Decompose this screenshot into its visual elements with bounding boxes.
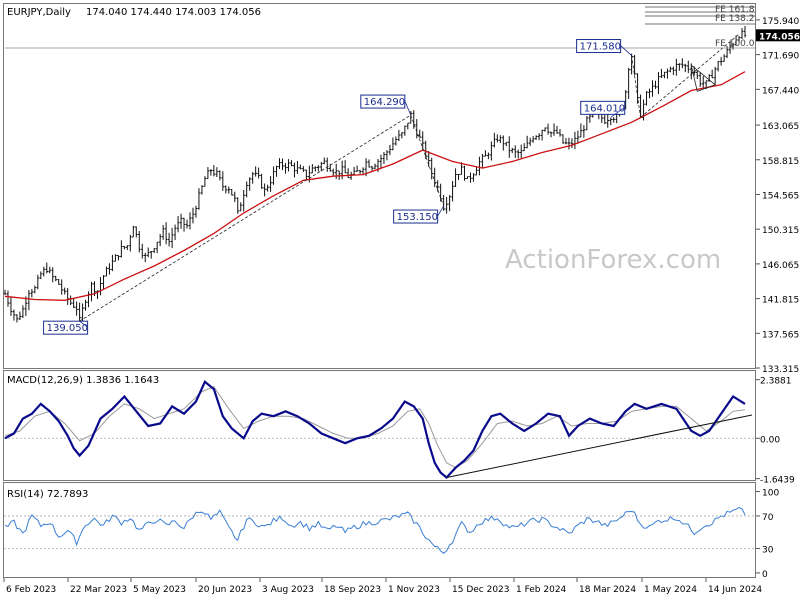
- rsi-axis-label: 0: [762, 570, 768, 580]
- x-axis-label: 15 Dec 2023: [452, 585, 510, 595]
- fib-level-label: FE 161.8: [715, 5, 755, 15]
- pivot-label-box: [393, 209, 439, 224]
- price-axis-label: 171.690: [762, 52, 799, 62]
- pivot-label-leader: [620, 45, 632, 56]
- price-axis-label: 150.315: [762, 226, 799, 236]
- projection-line: [79, 114, 412, 322]
- macd-trend-line: [446, 414, 753, 479]
- watermark: ActionForex.com: [505, 245, 721, 275]
- projection-line: [631, 55, 641, 118]
- price-axis-label: 158.815: [762, 157, 799, 167]
- x-axis-label: 1 May 2024: [644, 585, 697, 595]
- macd-panel: [3, 370, 756, 481]
- pivot-label: 139.050: [47, 323, 88, 334]
- pivot-label-leader: [610, 107, 625, 118]
- macd-line: [4, 380, 746, 480]
- moving-average-line: [4, 71, 746, 301]
- pivot-label: 171.580: [580, 42, 621, 53]
- x-axis-label: 1 Feb 2024: [516, 585, 567, 595]
- price-panel: [3, 3, 756, 369]
- price-axis-label: 167.440: [762, 86, 799, 96]
- price-axis-label: 154.565: [762, 191, 799, 201]
- rsi-label: RSI(14) 72.7893: [7, 489, 88, 500]
- projection-line: [410, 114, 445, 207]
- x-axis-label: 1 Nov 2023: [388, 585, 440, 595]
- symbol-label: EURJPY,Daily: [7, 7, 71, 18]
- rsi-axis-label: 100: [762, 489, 779, 499]
- price-axis-label: 146.065: [762, 261, 799, 271]
- x-axis-label: 20 Jun 2023: [198, 585, 252, 595]
- channel-triangle: [690, 64, 716, 92]
- pivot-label-box: [43, 320, 89, 335]
- rsi-panel: [3, 482, 756, 578]
- price-axis-label: 175.940: [762, 17, 799, 27]
- macd-axis-label: -1.6439: [760, 476, 795, 486]
- price-axis-label: 141.815: [762, 296, 799, 306]
- last-price-value: 174.056: [759, 32, 800, 42]
- x-axis-label: 5 May 2023: [133, 585, 186, 595]
- macd-axis-label: 2.3881: [760, 377, 792, 387]
- pivot-label: 164.010: [584, 103, 625, 114]
- pivot-label-leader: [437, 205, 444, 217]
- x-axis-label: 22 Mar 2023: [70, 585, 127, 595]
- pivot-label: 153.150: [397, 212, 438, 223]
- rsi-axis-label: 30: [762, 546, 774, 556]
- rsi-axis-label: 70: [762, 513, 774, 523]
- pivot-label: 164.290: [364, 97, 405, 108]
- price-axis-label: 163.065: [762, 122, 799, 132]
- x-axis-label: 6 Feb 2023: [6, 585, 56, 595]
- x-axis-label: 18 Sep 2023: [324, 585, 381, 595]
- rsi-line: [4, 506, 746, 554]
- price-axis-label: 133.315: [762, 365, 799, 375]
- fib-level-label: FE 138.2: [715, 14, 755, 24]
- macd-label: MACD(12,26,9) 1.3836 1.1643: [7, 375, 159, 386]
- pivot-label-leader: [79, 320, 88, 328]
- ohlc-label: 174.040 174.440 174.003 174.056: [86, 7, 261, 18]
- x-axis-label: 14 Jun 2024: [708, 585, 762, 595]
- pivot-label-box: [580, 100, 626, 115]
- last-price-tag: [756, 29, 800, 42]
- x-axis-label: 18 Mar 2024: [579, 585, 636, 595]
- fib-level-label: FE 100.0: [715, 39, 755, 49]
- macd-axis-label: 0.00: [760, 435, 780, 445]
- x-axis-label: 3 Aug 2023: [262, 585, 314, 595]
- price-axis-label: 137.565: [762, 330, 799, 340]
- pivot-label-leader: [404, 100, 412, 116]
